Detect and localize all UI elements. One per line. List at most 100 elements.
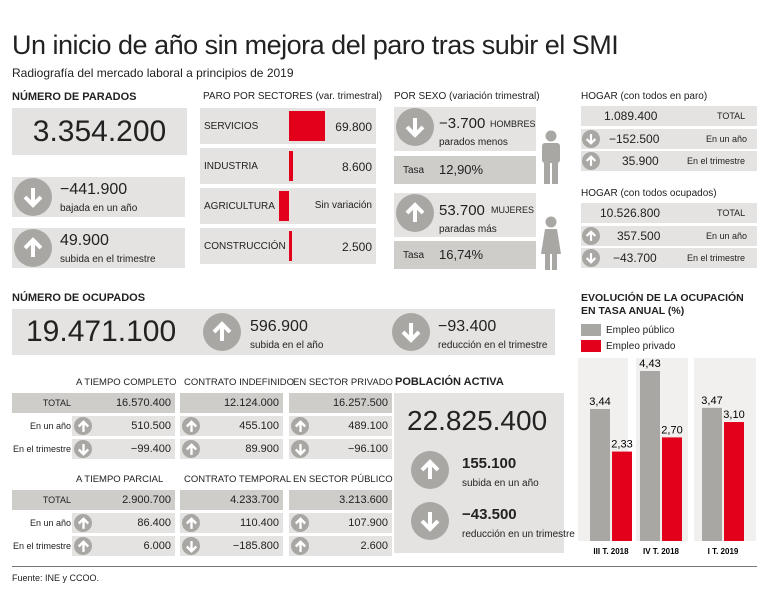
mujeres-tasa-label: Tasa bbox=[403, 250, 425, 261]
table-cell-value: 6.000 bbox=[143, 540, 171, 552]
sector-name: INDUSTRIA bbox=[204, 161, 258, 172]
hogar-ocup-year: 357.500 bbox=[617, 229, 661, 243]
parados-year-value: −441.900 bbox=[60, 181, 128, 198]
table-col-header: A TIEMPO COMPLETO bbox=[76, 377, 177, 388]
mujeres-value: 53.700 bbox=[439, 202, 485, 219]
table-cell-value: −99.400 bbox=[130, 443, 171, 455]
arrow-up-icon bbox=[182, 417, 200, 435]
bar-value-label: 2,33 bbox=[611, 439, 632, 451]
activa-year-value: 155.100 bbox=[462, 455, 517, 472]
table-cell-bg bbox=[289, 416, 392, 436]
table-row-label: En un año bbox=[29, 518, 71, 528]
hogar-ocup-total-row bbox=[581, 203, 757, 223]
hogar-paro-year: −152.500 bbox=[609, 132, 660, 146]
table-row-label: En el trimestre bbox=[12, 444, 71, 454]
sector-row bbox=[200, 148, 376, 184]
bar-publico bbox=[590, 408, 610, 541]
source-note: Fuente: INE y CCOO. bbox=[12, 573, 100, 583]
parados-quarter-value: 49.900 bbox=[60, 232, 109, 249]
hombres-desc: parados menos bbox=[439, 137, 508, 148]
table-cell-value: 107.900 bbox=[348, 517, 388, 529]
arrow-down-icon bbox=[291, 440, 309, 458]
woman-icon bbox=[541, 216, 561, 270]
sector-row bbox=[200, 108, 376, 144]
table-col-header: CONTRATO TEMPORAL bbox=[184, 474, 292, 485]
arrow-up-icon bbox=[291, 537, 309, 555]
table-cell-value: 489.100 bbox=[348, 420, 388, 432]
hogar-paro-total-row bbox=[581, 106, 757, 126]
ocupados-quarter-value: −93.400 bbox=[438, 318, 497, 335]
table-row-label: TOTAL bbox=[12, 393, 74, 413]
hogar-ocup-quarter: −43.700 bbox=[613, 251, 657, 265]
legend-label-privado: Empleo privado bbox=[606, 341, 676, 352]
hogar-paro-quarter-row bbox=[581, 151, 757, 171]
activa-year-label: subida en un año bbox=[462, 478, 539, 489]
arrow-up-icon bbox=[291, 417, 309, 435]
arrow-down-icon bbox=[582, 130, 600, 148]
table-cell-bg bbox=[72, 490, 175, 510]
x-tick-label: IV T. 2018 bbox=[643, 547, 680, 556]
table-cell-bg bbox=[289, 513, 392, 533]
bar-value-label: 3,10 bbox=[723, 409, 744, 421]
activa-total: 22.825.400 bbox=[407, 405, 548, 436]
sector-name: AGRICULTURA bbox=[204, 201, 275, 212]
arrow-up-icon bbox=[582, 152, 600, 170]
arrow-up-icon bbox=[182, 514, 200, 532]
table-cell-bg bbox=[289, 439, 392, 459]
arrow-up-icon bbox=[582, 227, 600, 245]
table-cell-value: −96.100 bbox=[347, 443, 388, 455]
hogar-ocup-heading: HOGAR (con todos ocupados) bbox=[581, 188, 717, 199]
table-cell-value: 86.400 bbox=[137, 517, 171, 529]
bar-privado bbox=[612, 451, 632, 541]
ocupados-quarter-label: reducción en el trimestre bbox=[438, 340, 548, 351]
ocupados-year-label: subida en el año bbox=[250, 340, 324, 351]
hogar-paro-quarter: 35.900 bbox=[622, 154, 659, 168]
parados-heading: NÚMERO DE PARADOS bbox=[12, 91, 137, 103]
footer-divider bbox=[12, 566, 757, 567]
table-cell-bg bbox=[180, 393, 283, 413]
table-cell-value: 16.257.500 bbox=[332, 397, 388, 409]
table-cell-bg bbox=[180, 536, 283, 556]
table-cell-bg bbox=[72, 416, 175, 436]
hogar-ocup-total-label: TOTAL bbox=[717, 208, 746, 218]
activa-heading: POBLACIÓN ACTIVA bbox=[395, 376, 504, 388]
table-row-label: TOTAL bbox=[12, 490, 74, 510]
table-cell-bg bbox=[180, 416, 283, 436]
arrow-down-icon bbox=[582, 249, 600, 267]
arrow-down-icon bbox=[392, 313, 430, 351]
table-cell-value: 4.233.700 bbox=[230, 494, 279, 506]
table-cell-bg bbox=[180, 490, 283, 510]
hombres-tasa-label: Tasa bbox=[403, 165, 425, 176]
activa-quarter-label: reducción en un trimestre bbox=[462, 529, 575, 540]
bar-value-label: 2,70 bbox=[661, 424, 682, 436]
sector-name: CONSTRUCCIÓN bbox=[204, 241, 286, 252]
hogar-ocup-year-row bbox=[581, 226, 757, 246]
arrow-up-icon bbox=[74, 417, 92, 435]
table-cell-bg bbox=[289, 393, 392, 413]
hogar-paro-total: 1.089.400 bbox=[604, 109, 658, 123]
table-cell-bg bbox=[72, 513, 175, 533]
mujeres-label: MUJERES bbox=[491, 205, 535, 215]
table-col-header: EN SECTOR PÚBLICO bbox=[293, 474, 393, 485]
x-tick-label: III T. 2018 bbox=[593, 547, 629, 556]
bar-publico bbox=[640, 371, 660, 541]
hombres-label: HOMBRES bbox=[490, 119, 536, 129]
sectores-heading: PARO POR SECTORES (var. trimestral) bbox=[203, 91, 383, 102]
arrow-up-icon bbox=[411, 451, 449, 489]
arrow-up-icon bbox=[203, 313, 241, 351]
table-cell-bg bbox=[180, 439, 283, 459]
hogar-ocup-quarter-row bbox=[581, 248, 757, 268]
hogar-ocup-total: 10.526.800 bbox=[600, 206, 661, 220]
arrow-up-icon bbox=[74, 514, 92, 532]
table-cell-bg bbox=[180, 513, 283, 533]
chart-title: EVOLUCIÓN DE LA OCUPACIÓN EN TASA ANUAL … bbox=[581, 292, 744, 317]
legend-label-publico: Empleo público bbox=[606, 325, 675, 336]
sexo-heading: POR SEXO (variación trimestral) bbox=[394, 91, 540, 102]
ocupados-year-value: 596.900 bbox=[250, 318, 308, 335]
arrow-up-icon bbox=[14, 229, 52, 267]
table-cell-bg bbox=[289, 536, 392, 556]
man-icon bbox=[542, 130, 560, 184]
legend-swatch-publico bbox=[581, 324, 601, 336]
table-cell-value: 510.500 bbox=[131, 420, 171, 432]
hogar-ocup-year-label: En un año bbox=[706, 231, 748, 241]
